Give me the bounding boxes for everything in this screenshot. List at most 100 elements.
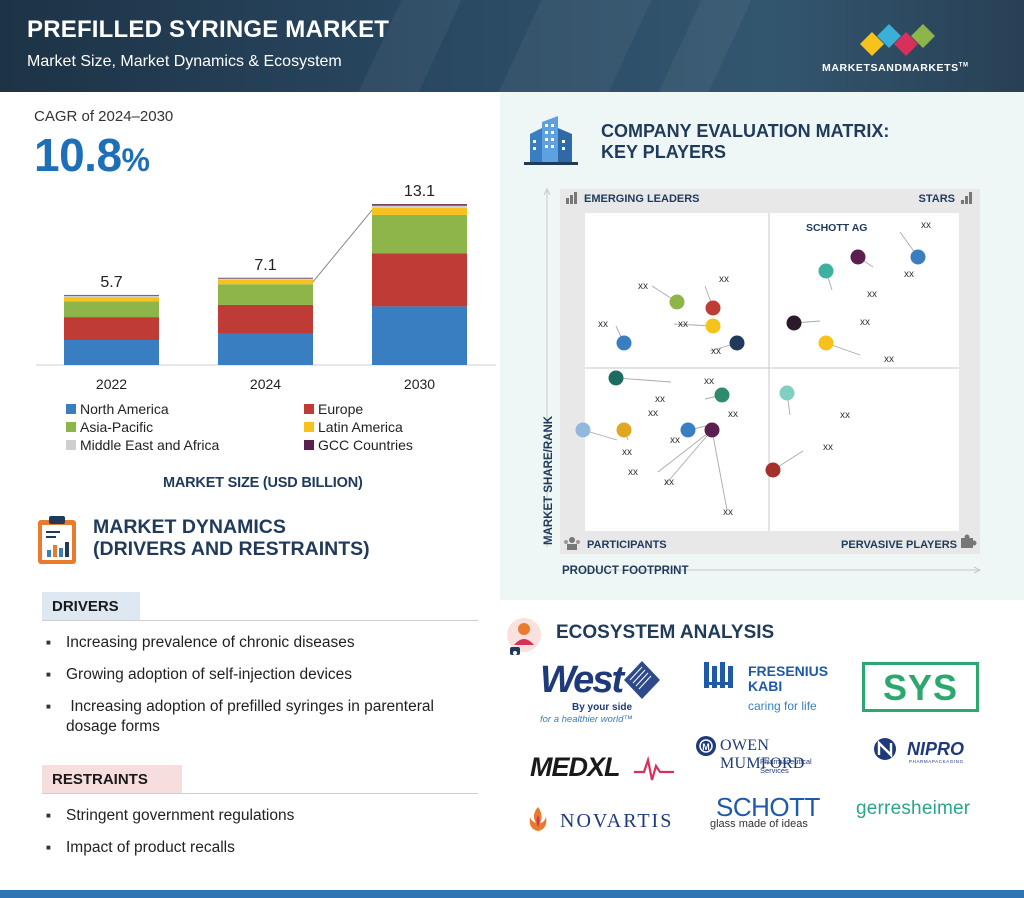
legend-item: North America bbox=[66, 401, 169, 417]
bar-segment bbox=[372, 306, 467, 365]
market-dynamics-title-line1: MARKET DYNAMICS bbox=[93, 516, 286, 538]
driver-item: Increasing adoption of prefilled syringe… bbox=[46, 697, 476, 737]
restraints-tag: RESTRAINTS bbox=[42, 765, 182, 793]
company-dot bbox=[616, 422, 632, 438]
header-decoration bbox=[358, 0, 462, 92]
company-dot bbox=[786, 315, 802, 331]
nipro-wordmark: NIPRO bbox=[907, 739, 965, 759]
company-dot bbox=[818, 263, 834, 279]
legend-swatch bbox=[304, 440, 314, 450]
matrix-company-labels: SCHOTT AG xx xx xx xx xx xx xx xx xx xx … bbox=[598, 220, 931, 518]
brand-trademark: TM bbox=[958, 62, 969, 69]
restraint-item: Stringent government regulations bbox=[46, 806, 476, 826]
bar-segment bbox=[218, 284, 313, 305]
bar-segment bbox=[64, 297, 159, 302]
company-dot bbox=[575, 422, 591, 438]
stars-icon bbox=[961, 192, 972, 204]
emerging-leaders-icon bbox=[566, 192, 577, 204]
legend-label: Latin America bbox=[318, 419, 403, 435]
legend-swatch bbox=[66, 404, 76, 414]
bar-total-label: 7.1 bbox=[254, 257, 276, 274]
bar-segment bbox=[218, 277, 313, 279]
player-label: xx bbox=[921, 220, 931, 231]
fresenius-icon bbox=[704, 662, 733, 688]
footer-bar bbox=[0, 890, 1024, 898]
brand-logo-icon bbox=[860, 24, 935, 56]
bar-segment bbox=[218, 278, 313, 280]
x-axis-arrow bbox=[973, 566, 982, 574]
chart-x-axis-label: MARKET SIZE (USD BILLION) bbox=[163, 475, 363, 491]
bar-segment bbox=[64, 339, 159, 365]
fresenius-tagline: caring for life bbox=[748, 699, 817, 713]
player-label-schott-ag: SCHOTT AG bbox=[806, 222, 867, 234]
logo-fresenius-kabi: FRESENIUS KABI caring for life bbox=[702, 658, 837, 718]
y-axis-arrow bbox=[543, 187, 551, 196]
bar-total-label: 13.1 bbox=[404, 183, 435, 200]
x-tick-label: 2030 bbox=[404, 376, 435, 392]
bar-segment bbox=[372, 205, 467, 208]
player-label: xx bbox=[723, 507, 733, 518]
x-tick-label: 2024 bbox=[250, 376, 281, 392]
bar-total-label: 5.7 bbox=[100, 274, 122, 291]
medxl-wordmark: MEDXL bbox=[530, 752, 620, 782]
page-subtitle: Market Size, Market Dynamics & Ecosystem bbox=[27, 53, 342, 70]
company-dot bbox=[729, 335, 745, 351]
legend-item: Middle East and Africa bbox=[66, 437, 219, 453]
player-label: xx bbox=[670, 435, 680, 446]
owen-mumford-wordmark: OWEN MUMFORD bbox=[720, 737, 805, 772]
west-tagline-1: By your side bbox=[572, 702, 633, 713]
growth-connector-line bbox=[312, 209, 373, 283]
company-dot bbox=[705, 300, 721, 316]
drivers-divider bbox=[42, 620, 478, 621]
company-dot bbox=[705, 318, 721, 334]
bar-segment bbox=[372, 253, 467, 307]
logo-sys: SYS bbox=[862, 662, 979, 712]
legend-swatch bbox=[66, 440, 76, 450]
matrix-dots bbox=[575, 249, 926, 478]
logo-medxl: MEDXL bbox=[530, 750, 675, 786]
quadrant-emerging-leaders: EMERGING LEADERS bbox=[584, 193, 700, 205]
matrix-title-line1: COMPANY EVALUATION MATRIX: bbox=[601, 121, 890, 141]
player-label: xx bbox=[664, 477, 674, 488]
legend-label: Middle East and Africa bbox=[80, 437, 220, 453]
player-label: xx bbox=[884, 354, 894, 365]
heartbeat-icon bbox=[634, 755, 674, 781]
fresenius-line2: KABI bbox=[748, 678, 783, 694]
legend-label: Asia-Pacific bbox=[80, 419, 154, 435]
logo-schott: SCHOTT glass made of ideas bbox=[708, 792, 833, 834]
ecosystem-title: ECOSYSTEM ANALYSIS bbox=[556, 622, 775, 643]
company-dot bbox=[669, 294, 685, 310]
player-label: xx bbox=[628, 467, 638, 478]
quadrant-participants: PARTICIPANTS bbox=[587, 539, 667, 551]
logo-west: West By your side for a healthier world™ bbox=[538, 655, 666, 727]
company-dot bbox=[714, 387, 730, 403]
legend-label: GCC Countries bbox=[318, 437, 413, 453]
company-dot bbox=[608, 370, 624, 386]
company-dot bbox=[818, 335, 834, 351]
cagr-value: 10.8% bbox=[34, 128, 150, 182]
legend-swatch bbox=[304, 404, 314, 414]
player-label: xx bbox=[638, 281, 648, 292]
player-label: xx bbox=[704, 376, 714, 387]
bar-segment bbox=[372, 207, 467, 215]
header-banner: PREFILLED SYRINGE MARKET Market Size, Ma… bbox=[0, 0, 1024, 92]
player-label: xx bbox=[655, 394, 665, 405]
building-icon bbox=[524, 116, 578, 165]
west-wordmark: West bbox=[540, 659, 624, 701]
schott-tagline: glass made of ideas bbox=[710, 818, 808, 830]
legend-item: GCC Countries bbox=[304, 437, 413, 453]
logo-novartis: NOVARTIS bbox=[527, 805, 679, 837]
matrix-x-axis-label: PRODUCT FOOTPRINT bbox=[562, 565, 689, 577]
bar-segment bbox=[64, 294, 159, 296]
gerresheimer-wordmark: gerresheimer bbox=[856, 798, 971, 819]
company-evaluation-matrix: EMERGING LEADERS STARS PARTICIPANTS PERV… bbox=[543, 187, 982, 577]
bar-segment bbox=[372, 204, 467, 206]
player-label: xx bbox=[867, 289, 877, 300]
player-label: xx bbox=[648, 408, 658, 419]
schott-wordmark: SCHOTT bbox=[716, 792, 820, 822]
nipro-icon bbox=[874, 738, 896, 760]
bar-segment bbox=[218, 304, 313, 334]
company-dot bbox=[680, 422, 696, 438]
driver-item: Increasing prevalence of chronic disease… bbox=[46, 633, 476, 653]
company-dot bbox=[910, 249, 926, 265]
